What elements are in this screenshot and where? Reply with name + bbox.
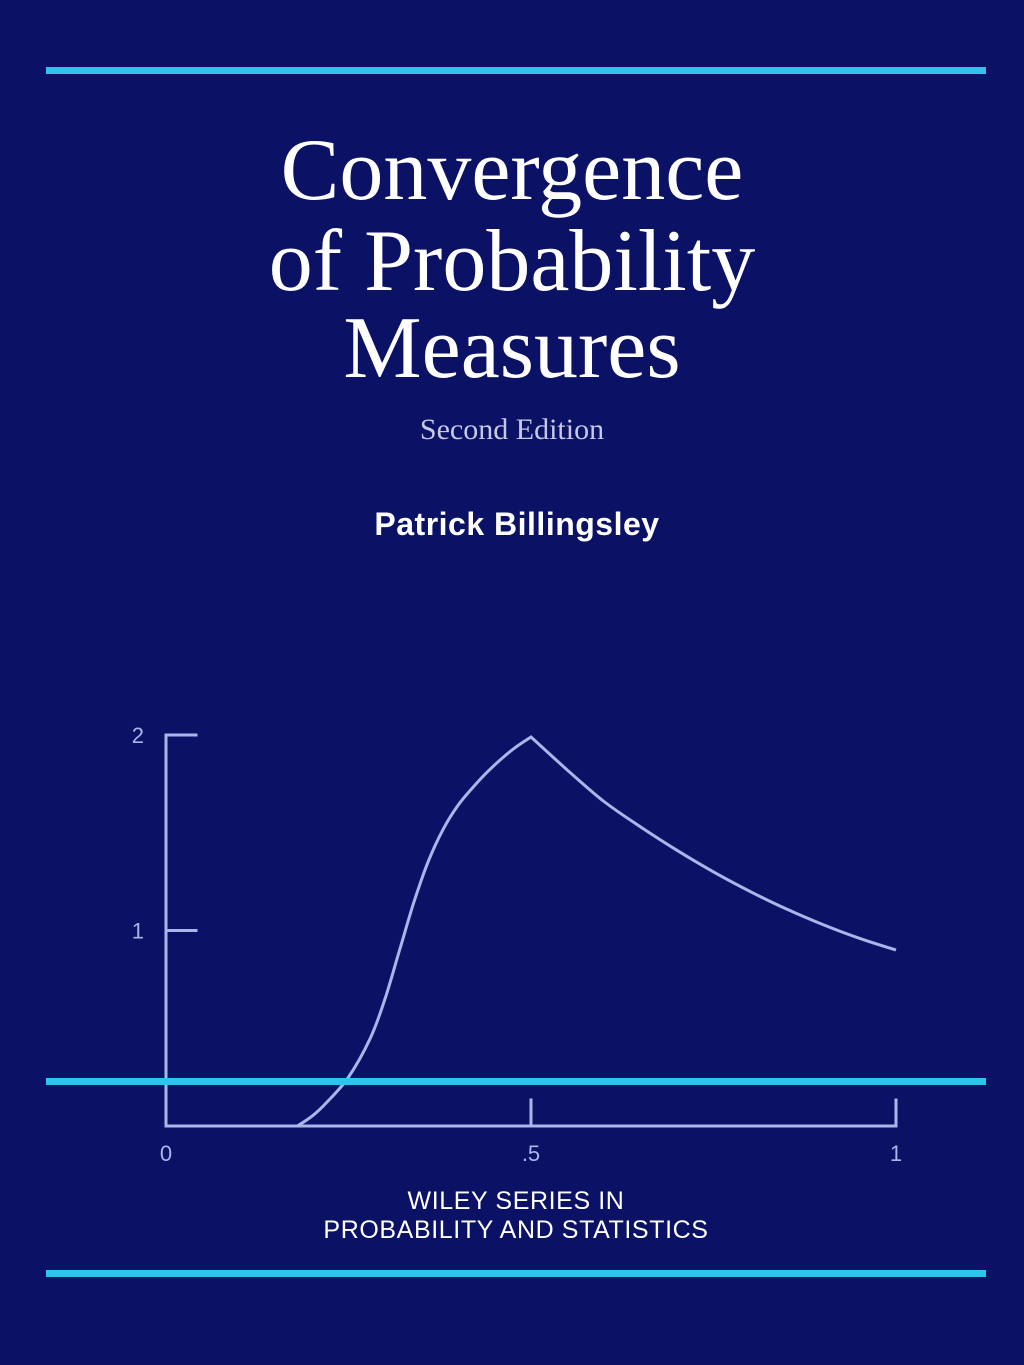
x-tick-label: 0 xyxy=(160,1141,172,1166)
chart-series xyxy=(296,735,897,1128)
title-line: Measures xyxy=(343,300,681,397)
middle-accent-rule xyxy=(46,1078,986,1085)
chart-tick-labels: 120.5 1 xyxy=(132,723,902,1166)
bottom-accent-rule xyxy=(46,1270,986,1277)
chart-ticks xyxy=(164,733,898,1128)
series-name-line: WILEY SERIES IN xyxy=(407,1187,625,1215)
y-tick-label: 2 xyxy=(132,723,144,748)
density-curve xyxy=(296,735,897,1128)
author-name: Patrick Billingsley xyxy=(374,506,660,542)
top-accent-rule xyxy=(46,67,986,74)
chart-axes xyxy=(164,733,898,1128)
title-line: of Probability xyxy=(268,213,756,310)
x-tick-label: 1 xyxy=(890,1141,902,1166)
title-line: Convergence xyxy=(280,122,744,219)
x-tick-label: .5 xyxy=(522,1141,540,1166)
series-name-line: PROBABILITY AND STATISTICS xyxy=(323,1216,709,1244)
y-tick-label: 1 xyxy=(132,919,144,944)
edition-label: Second Edition xyxy=(419,413,605,446)
